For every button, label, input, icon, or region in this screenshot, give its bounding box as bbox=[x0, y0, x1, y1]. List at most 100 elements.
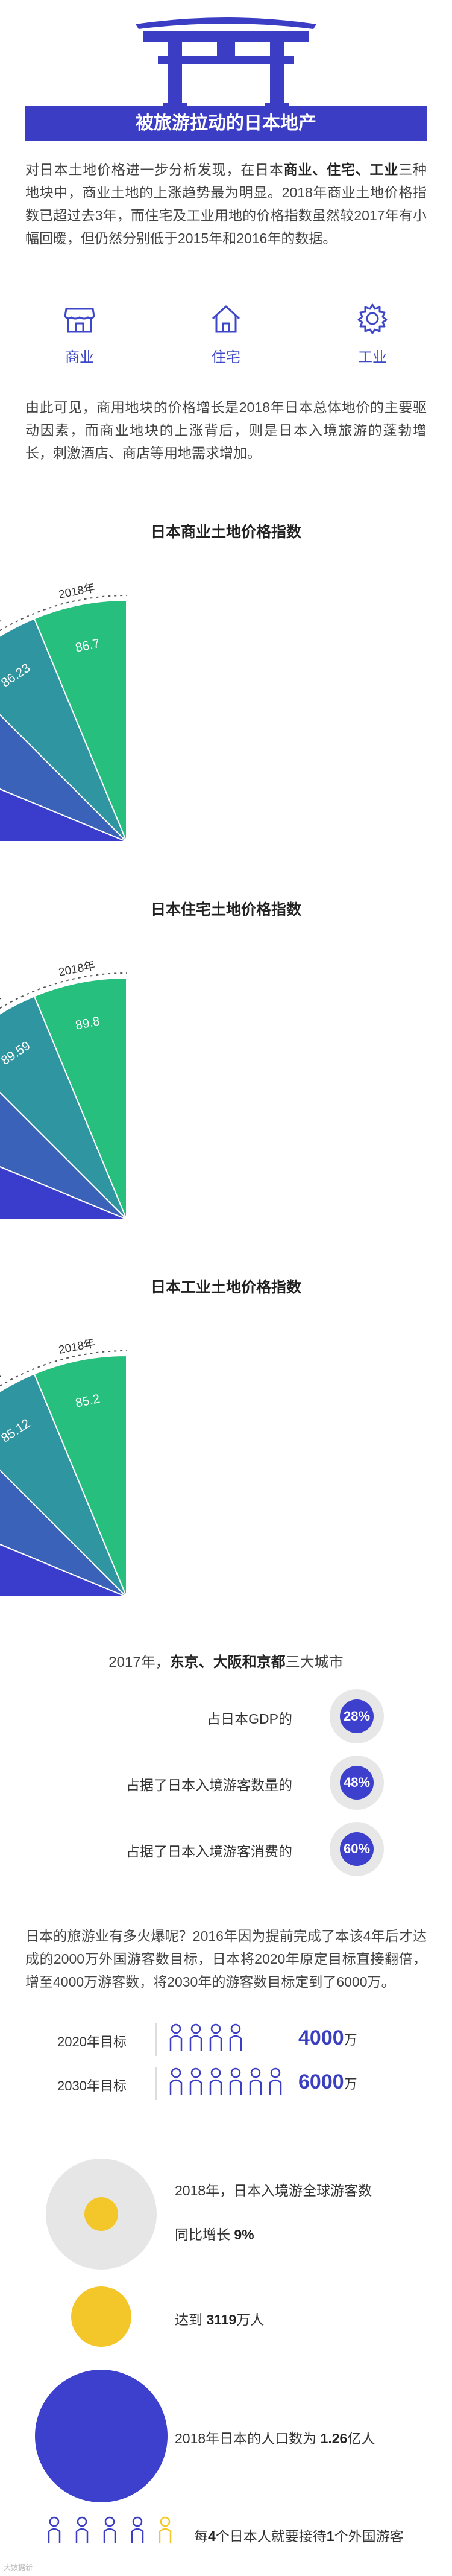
person-icon bbox=[131, 2516, 144, 2543]
fan-slice-3 bbox=[33, 977, 127, 1220]
intro-paragraph: 对日本土地价格进一步分析发现，在日本商业、住宅、工业三种地块中，商业土地的上涨趋… bbox=[25, 158, 427, 250]
category-residential: 住宅 bbox=[190, 302, 262, 366]
fan-slice-2 bbox=[0, 995, 127, 1220]
stat-value: 28% bbox=[340, 1699, 374, 1733]
fan-slice-2 bbox=[0, 1373, 127, 1597]
person-icon bbox=[209, 2023, 222, 2051]
person-icon bbox=[169, 2023, 183, 2051]
bubble-text-2b: 9% bbox=[234, 2227, 254, 2242]
stat-row-spending: 占据了日本入境游客消费的 60% bbox=[0, 1822, 452, 1876]
bubble-text-5e: 个外国游客 bbox=[334, 2528, 404, 2544]
population-bubble bbox=[35, 2370, 168, 2502]
person-icon bbox=[189, 2023, 202, 2051]
intro-highlight: 商业、住宅、工业 bbox=[283, 162, 399, 177]
category-industrial: 工业 bbox=[336, 302, 409, 366]
target-label: 2030年目标 bbox=[57, 2078, 127, 2093]
stat-row-visitors: 占据了日本入境游客数量的 48% bbox=[0, 1756, 452, 1810]
stat-value: 60% bbox=[340, 1832, 374, 1866]
category-label-industrial: 工业 bbox=[358, 349, 387, 366]
person-icon bbox=[229, 2067, 242, 2095]
gear-icon bbox=[357, 303, 388, 334]
people-icons bbox=[169, 2023, 242, 2051]
target-unit: 万 bbox=[344, 2032, 357, 2048]
bubble-text-3: 达到 3119万人 bbox=[175, 2308, 264, 2329]
bubble-text-4b: 1.26 bbox=[320, 2431, 348, 2446]
bubble-text-4: 2018年日本的人口数为 1.26亿人 bbox=[175, 2427, 375, 2448]
target-row-2020: 2020年目标 4000万 bbox=[57, 2018, 419, 2060]
bubble-text-5b: 4 bbox=[208, 2528, 216, 2544]
bubble-text-5d: 1 bbox=[326, 2528, 334, 2544]
fan-slice-3 bbox=[33, 1354, 127, 1597]
person-icon bbox=[169, 2067, 183, 2095]
bubble-text-5a: 每 bbox=[194, 2528, 208, 2544]
target-value: 4000万 bbox=[298, 2026, 357, 2050]
stat-ring: 48% bbox=[330, 1756, 384, 1810]
person-icon bbox=[48, 2516, 61, 2543]
target-number: 6000 bbox=[298, 2070, 344, 2093]
category-commercial: 商业 bbox=[43, 302, 116, 366]
category-icons: 商业 住宅 工业 bbox=[25, 302, 427, 380]
person-icon bbox=[103, 2516, 116, 2543]
bubble-text-1: 2018年，日本入境游全球游客数 bbox=[175, 2183, 372, 2198]
stat-label: 占据了日本入境游客消费的 bbox=[126, 1844, 292, 1859]
page-title: 被旅游拉动的日本地产 bbox=[25, 106, 427, 141]
stat-ring: 28% bbox=[330, 1689, 384, 1743]
person-icon bbox=[189, 2067, 202, 2095]
category-label-commercial: 商业 bbox=[65, 349, 94, 366]
shop-icon bbox=[64, 308, 95, 333]
person-icon bbox=[269, 2067, 282, 2095]
target-value: 6000万 bbox=[298, 2070, 357, 2094]
person-icon bbox=[249, 2067, 262, 2095]
bubble-text-4a: 2018年日本的人口数为 bbox=[175, 2431, 321, 2446]
target-unit: 万 bbox=[344, 2076, 357, 2092]
tourism-paragraph: 日本的旅游业有多火爆呢？2016年因为提前完成了本该4年后才达成的2000万外国… bbox=[25, 1928, 427, 1990]
target-label: 2020年目标 bbox=[57, 2034, 127, 2049]
analysis-paragraph: 由此可见，商用地块的价格增长是2018年日本总体地价的主要驱动因素，而商业地块的… bbox=[25, 399, 427, 461]
cities-heading-c: 三大城市 bbox=[285, 1654, 344, 1670]
chart-title-residential: 日本住宅土地价格指数 bbox=[150, 901, 301, 918]
cities-heading-b: 东京、大阪和京都 bbox=[169, 1654, 286, 1670]
chart-title-industrial: 日本工业土地价格指数 bbox=[150, 1279, 301, 1296]
cities-heading-a: 2017年， bbox=[108, 1654, 170, 1670]
stat-label: 占日本GDP的 bbox=[207, 1711, 292, 1727]
fan-slice-3 bbox=[33, 599, 127, 842]
person-icon bbox=[209, 2067, 222, 2095]
footer-logo: 大数据新 bbox=[4, 2563, 33, 2572]
fan-slice-2 bbox=[0, 618, 127, 842]
person-icon bbox=[75, 2516, 89, 2543]
stat-label: 占据了日本入境游客数量的 bbox=[126, 1777, 292, 1793]
cities-heading: 2017年，东京、大阪和京都三大城市 bbox=[0, 1650, 452, 1671]
target-row-2030: 2030年目标 6000万 bbox=[57, 2062, 419, 2104]
people-ratio-icons bbox=[48, 2516, 172, 2543]
category-label-residential: 住宅 bbox=[212, 349, 240, 366]
torii-gate-icon bbox=[136, 17, 316, 109]
bubble-graphic bbox=[35, 2159, 168, 2502]
stat-row-gdp: 占日本GDP的 28% bbox=[0, 1689, 452, 1743]
bubble-text-5: 每4个日本人就要接待1个外国游客 bbox=[194, 2525, 404, 2545]
people-icons bbox=[169, 2067, 282, 2095]
house-icon bbox=[212, 305, 240, 333]
bubble-text-4c: 亿人 bbox=[347, 2431, 375, 2446]
chart-title-commercial: 日本商业土地价格指数 bbox=[150, 524, 301, 541]
divider bbox=[155, 2023, 157, 2056]
bubble-text-2a: 同比增长 bbox=[175, 2227, 234, 2242]
growth-bubble bbox=[84, 2197, 118, 2231]
intro-text-a: 对日本土地价格进一步分析发现，在日本 bbox=[25, 162, 284, 177]
divider bbox=[155, 2067, 157, 2100]
visitors-bubble bbox=[71, 2286, 131, 2347]
bubble-text-3a: 达到 bbox=[175, 2312, 207, 2327]
bubble-text-5c: 个日本人就要接待 bbox=[215, 2528, 327, 2544]
intro-text-c: 三种地块中，商业土地的上涨趋势最为明显。2018年商业土地价格指数已超过去3年，… bbox=[25, 162, 427, 246]
person-icon bbox=[229, 2023, 242, 2051]
stat-value: 48% bbox=[340, 1766, 374, 1800]
bubble-text-3b: 3119 bbox=[206, 2312, 237, 2327]
stat-ring: 60% bbox=[330, 1822, 384, 1876]
bubble-text-2: 同比增长 9% bbox=[175, 2223, 254, 2244]
foreign-visitor-icon bbox=[159, 2516, 172, 2543]
bubble-text-3c: 万人 bbox=[236, 2312, 265, 2327]
target-number: 4000 bbox=[298, 2026, 344, 2049]
